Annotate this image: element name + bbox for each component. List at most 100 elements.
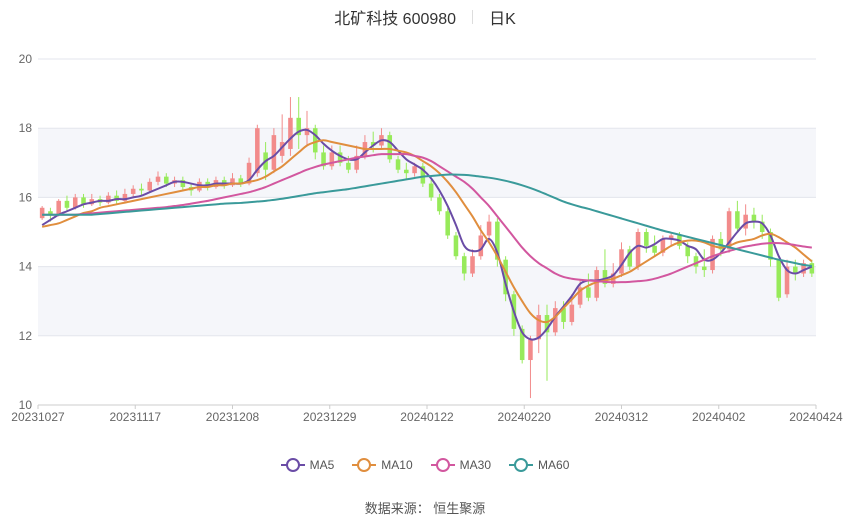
candle-body <box>329 152 335 167</box>
candle-body <box>660 238 666 253</box>
candle-body <box>809 263 815 274</box>
candle-body <box>569 304 575 322</box>
candle-body <box>412 166 417 174</box>
candle-body <box>64 200 70 208</box>
ma5-line <box>41 128 813 341</box>
candle-body <box>354 155 359 170</box>
candle-body <box>710 238 715 271</box>
x-tick-label: 20240220 <box>498 410 552 424</box>
candle-body <box>627 249 633 267</box>
candle-body <box>594 270 599 298</box>
candle-body <box>246 162 252 184</box>
candle-body <box>81 197 86 205</box>
candle-body <box>147 181 153 191</box>
ma60-line <box>42 173 812 267</box>
candle-body <box>553 308 558 333</box>
legend-item-ma5[interactable]: MA5 <box>280 458 335 472</box>
legend-label: MA60 <box>538 458 570 472</box>
candle-body <box>312 128 318 153</box>
header-divider <box>472 10 474 24</box>
candle-body <box>519 328 525 361</box>
ma30-line <box>42 153 812 284</box>
candle-body <box>72 197 78 208</box>
candle-body <box>337 152 343 163</box>
candle-body <box>495 221 500 260</box>
candle-body <box>776 259 782 298</box>
candle-body <box>652 245 657 253</box>
candle-body <box>693 256 699 267</box>
candle-body <box>56 200 61 215</box>
candle-body <box>428 183 434 198</box>
x-tick-label: 20231117 <box>109 410 161 424</box>
candle-body <box>370 142 376 146</box>
candle-body <box>230 178 235 186</box>
candle-body <box>122 193 128 201</box>
ma10-line <box>41 139 813 324</box>
candle-body <box>321 152 326 167</box>
candle-body <box>644 232 649 246</box>
legend-label: MA30 <box>459 458 492 472</box>
legend-item-ma30[interactable]: MA30 <box>430 458 492 472</box>
chart-header: 北矿科技 600980 日K <box>0 6 850 28</box>
legend-swatch-icon <box>280 458 305 472</box>
x-tick-label: 20240402 <box>692 410 746 424</box>
y-tick-label: 14 <box>19 260 33 274</box>
candle-body <box>130 188 136 194</box>
candle-body <box>346 162 351 170</box>
y-tick-label: 10 <box>19 398 33 412</box>
chart-title: 北矿科技 600980 <box>334 11 457 28</box>
candlestick-chart[interactable]: 10 12 14 16 18 20 20231027 20231117 20231208 2023… <box>0 0 850 455</box>
y-tick-label: 18 <box>19 121 33 135</box>
candle-body <box>743 214 748 229</box>
candle-body <box>164 176 169 184</box>
candle-body <box>619 249 624 274</box>
candle-body <box>478 235 484 257</box>
candle-body <box>470 256 475 274</box>
candle-body <box>801 263 806 274</box>
candle-body <box>139 188 144 191</box>
candle-body <box>420 166 426 184</box>
period-label[interactable]: 日K <box>489 11 516 28</box>
x-tick-label: 20231208 <box>206 410 260 424</box>
x-tick-label: 20240424 <box>789 410 843 424</box>
grid-band <box>38 335 816 405</box>
data-source: 数据来源： 恒生聚源 <box>364 501 486 516</box>
y-tick-label: 20 <box>19 52 33 66</box>
candle-body <box>735 211 740 229</box>
candle-body <box>279 142 285 156</box>
candle-body <box>726 211 732 250</box>
y-tick-label: 16 <box>19 190 33 204</box>
candle-body <box>701 266 707 271</box>
candle-body <box>288 117 293 149</box>
candle-body <box>528 339 533 361</box>
grid-band <box>38 266 816 336</box>
candle-body <box>577 287 583 305</box>
candle-body <box>255 128 260 174</box>
candle-body <box>561 308 566 322</box>
candle-body <box>768 232 773 260</box>
candle-body <box>602 270 608 284</box>
legend-label: MA5 <box>309 458 335 472</box>
chart-legend: MA5 MA10 MA30 MA60 <box>0 458 850 472</box>
candle-body <box>751 214 757 222</box>
legend-swatch-icon <box>352 458 377 472</box>
candle-body <box>404 169 409 174</box>
x-tick-label: 20231229 <box>303 410 357 424</box>
legend-item-ma10[interactable]: MA10 <box>352 458 413 472</box>
legend-label: MA10 <box>381 458 413 472</box>
candle-body <box>718 238 724 250</box>
candle-body <box>39 207 45 219</box>
candle-body <box>759 221 765 232</box>
candle-body <box>685 245 690 257</box>
candle-body <box>586 287 591 298</box>
candle-body <box>503 259 508 295</box>
x-tick-label: 20240122 <box>400 410 454 424</box>
candle-body <box>437 197 442 212</box>
candle-body <box>793 266 798 274</box>
legend-item-ma60[interactable]: MA60 <box>509 458 569 472</box>
candle-body <box>536 315 542 340</box>
candle-body <box>271 135 277 170</box>
candle-body <box>296 117 301 136</box>
candle-body <box>387 135 393 160</box>
grid-band <box>38 59 816 129</box>
